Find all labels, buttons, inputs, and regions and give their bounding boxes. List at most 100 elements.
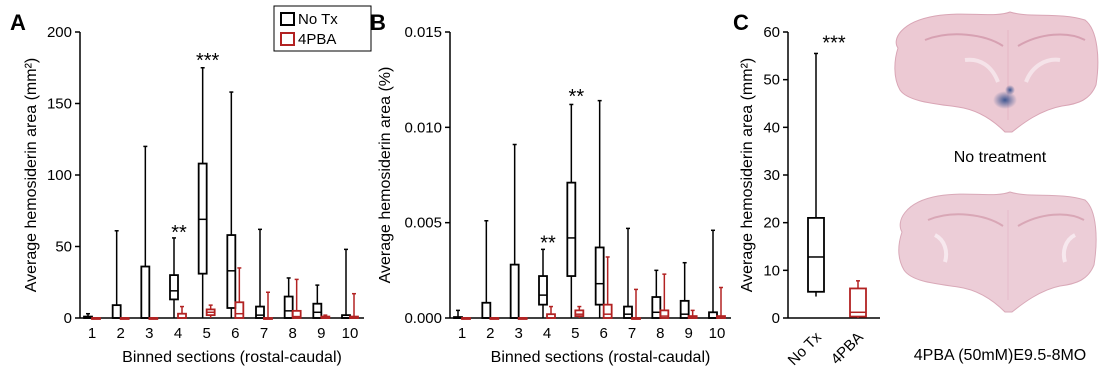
y-tick-label: 60 xyxy=(763,24,780,41)
box-iqr xyxy=(849,287,867,318)
y-tick-label: 150 xyxy=(47,96,72,113)
box-no-tx-9 xyxy=(312,284,323,319)
panel-letter-a: A xyxy=(10,10,26,35)
box-iqr xyxy=(291,309,302,319)
box-iqr xyxy=(659,309,670,319)
significance-marker: *** xyxy=(822,33,846,55)
y-tick-label: 0.010 xyxy=(404,119,442,136)
box-no-tx-10 xyxy=(341,248,351,319)
panel-letter-c: C xyxy=(733,10,749,35)
y-tick-label: 20 xyxy=(763,215,780,232)
box-iqr xyxy=(111,304,122,319)
box-4pba-10 xyxy=(716,286,726,319)
x-tick-label: No Tx xyxy=(785,328,825,368)
x-axis-label: Binned sections (rostal-caudal) xyxy=(122,349,342,366)
box-iqr xyxy=(538,275,548,306)
box-4pba-10 xyxy=(349,292,359,319)
box-4pba-4 xyxy=(177,305,187,319)
x-tick-label: 5 xyxy=(571,325,579,342)
y-tick-label: 0 xyxy=(772,310,780,327)
y-tick-label: 0.005 xyxy=(404,215,442,232)
box-4pba-7 xyxy=(631,288,641,320)
significance-marker: ** xyxy=(171,222,187,244)
box-4pba-9 xyxy=(320,314,331,319)
x-tick-label: 9 xyxy=(317,325,325,342)
y-tick-label: 10 xyxy=(763,262,780,279)
box-iqr xyxy=(255,305,265,319)
y-axis-label: Average hemosiderin area (mm²) xyxy=(739,58,756,292)
box-iqr xyxy=(312,302,323,319)
box-iqr xyxy=(679,299,690,319)
box-no-tx-7 xyxy=(623,227,633,319)
caption-no-treatment: No treatment xyxy=(954,149,1047,166)
box-iqr xyxy=(708,311,718,319)
box-no-tx-9 xyxy=(679,261,690,319)
box-no-tx-7 xyxy=(255,228,265,319)
x-tick-label: 1 xyxy=(458,325,466,342)
y-axis-label: Average hemosiderin area (mm²) xyxy=(23,58,40,292)
box-4pba-4pba xyxy=(849,280,867,318)
x-tick-label: 3 xyxy=(514,325,522,342)
box-4pba-2 xyxy=(119,317,130,320)
significance-marker: *** xyxy=(196,50,220,72)
y-tick-label: 200 xyxy=(47,24,72,41)
y-tick-label: 0.000 xyxy=(404,310,442,327)
box-iqr xyxy=(623,305,633,319)
y-axis-label: Average hemosiderin area (%) xyxy=(377,67,394,284)
box-4pba-5 xyxy=(574,305,585,318)
box-no-tx-1 xyxy=(453,309,463,319)
box-no-tx-6 xyxy=(226,91,237,318)
box-4pba-2 xyxy=(489,317,500,320)
x-tick-label: 10 xyxy=(342,325,359,342)
y-tick-label: 30 xyxy=(763,167,780,184)
box-no-tx-no-tx xyxy=(807,52,825,297)
x-tick-label: 7 xyxy=(260,325,268,342)
box-4pba-3 xyxy=(148,317,159,320)
caption-4pba: 4PBA (50mM)E9.5-8MO xyxy=(914,347,1087,364)
x-tick-label: 6 xyxy=(599,325,607,342)
box-no-tx-8 xyxy=(651,269,662,319)
box-no-tx-2 xyxy=(111,230,122,319)
box-iqr xyxy=(594,246,605,306)
x-tick-label: 10 xyxy=(709,325,726,342)
box-4pba-1 xyxy=(91,317,101,320)
y-tick-label: 50 xyxy=(55,239,72,256)
box-4pba-7 xyxy=(263,291,273,320)
panel-letter-b: B xyxy=(370,10,386,35)
legend-label-no-tx: No Tx xyxy=(298,11,338,28)
box-4pba-1 xyxy=(461,317,471,320)
box-iqr xyxy=(140,265,151,319)
box-no-tx-8 xyxy=(283,277,294,319)
box-iqr xyxy=(602,303,613,319)
box-iqr xyxy=(651,296,662,319)
box-no-tx-10 xyxy=(708,229,718,319)
box-no-tx-4 xyxy=(169,237,179,318)
brain-section-no-treatment xyxy=(894,11,1099,133)
x-tick-label: 2 xyxy=(116,325,124,342)
box-4pba-4 xyxy=(546,305,556,319)
x-tick-label: 4PBA xyxy=(828,329,867,368)
x-tick-label: 5 xyxy=(202,325,210,342)
x-tick-label: 7 xyxy=(628,325,636,342)
box-4pba-8 xyxy=(291,278,302,319)
box-4pba-6 xyxy=(234,267,245,319)
box-no-tx-6 xyxy=(594,99,605,318)
x-tick-label: 6 xyxy=(231,325,239,342)
legend-label-4pba: 4PBA xyxy=(298,31,336,48)
y-tick-label: 40 xyxy=(763,119,780,136)
panel-a-chart: 0 50 100 150 200 Average hemosiderin area (mm… xyxy=(23,24,364,366)
y-tick-label: 0 xyxy=(64,310,72,327)
box-no-tx-3 xyxy=(140,145,151,319)
significance-marker: ** xyxy=(540,233,556,255)
x-tick-label: 8 xyxy=(656,325,664,342)
box-iqr xyxy=(283,295,294,319)
box-iqr xyxy=(481,301,492,319)
box-4pba-8 xyxy=(659,273,670,319)
box-no-tx-2 xyxy=(481,220,492,319)
brain-section-4pba xyxy=(898,191,1097,313)
box-no-tx-1 xyxy=(83,312,93,319)
box-iqr xyxy=(566,181,577,277)
box-iqr xyxy=(234,301,245,319)
box-no-tx-5 xyxy=(197,67,208,318)
